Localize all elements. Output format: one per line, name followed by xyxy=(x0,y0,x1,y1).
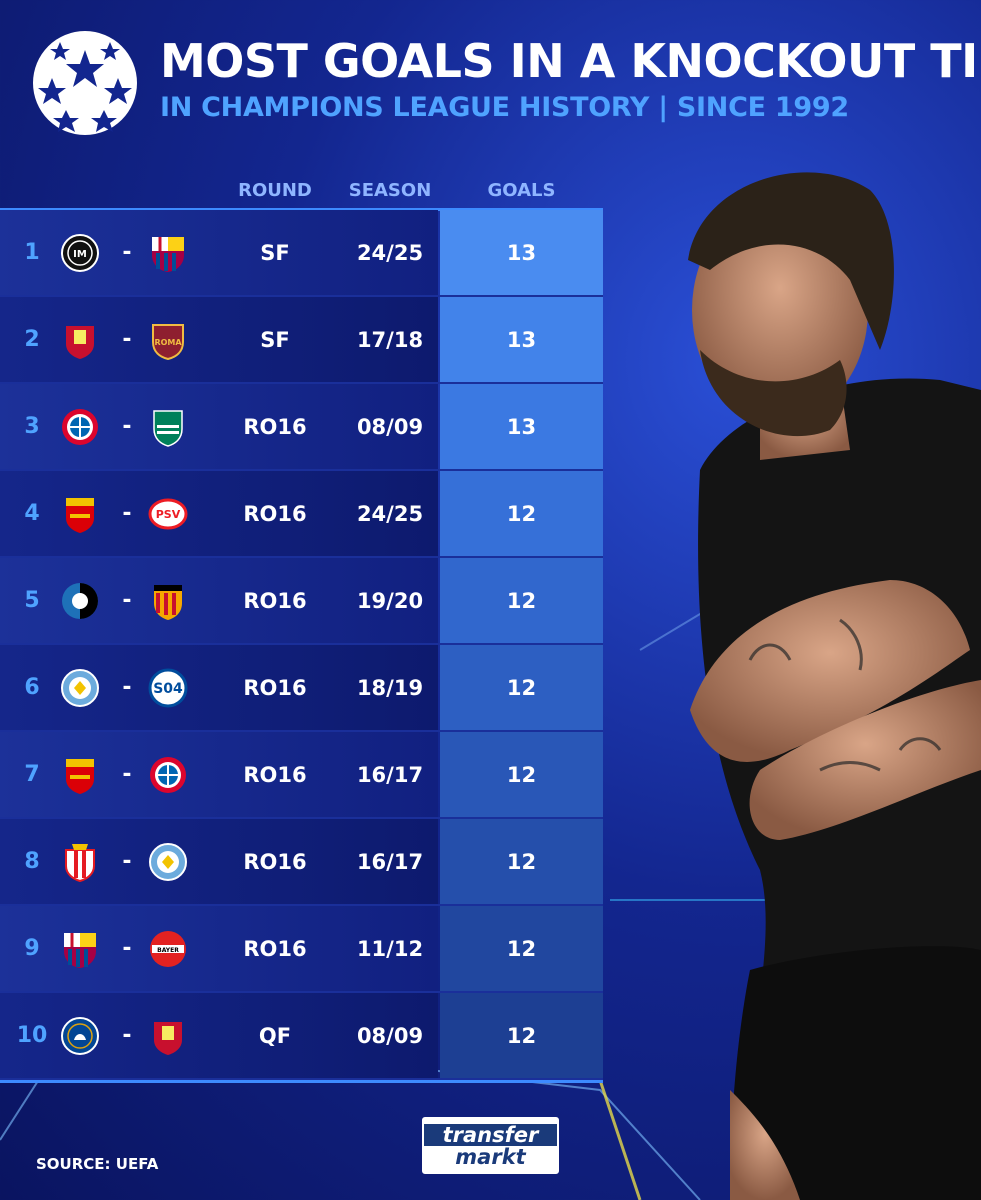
round-cell: RO16 xyxy=(243,501,307,526)
table-row: 1 IM - SF 24/25 13 xyxy=(0,210,603,297)
rank-number: 3 xyxy=(24,414,40,439)
schalke-crest: S04 xyxy=(148,668,188,708)
rank-number: 6 xyxy=(24,675,40,700)
rank-number: 9 xyxy=(24,936,40,961)
goals-cell: 13 xyxy=(440,210,603,295)
versus-dash: - xyxy=(122,675,132,700)
svg-text:PSV: PSV xyxy=(156,508,181,521)
versus-dash: - xyxy=(122,501,132,526)
versus-dash: - xyxy=(122,762,132,787)
season-cell: 16/17 xyxy=(356,762,424,787)
roma-crest: ROMA xyxy=(152,324,184,360)
table-top-border xyxy=(0,208,603,211)
rank-number: 4 xyxy=(24,501,40,526)
goals-cell: 12 xyxy=(440,993,603,1078)
round-cell: SF xyxy=(260,327,290,352)
versus-dash: - xyxy=(122,240,132,265)
table-row: 3 - RO16 08/09 13 xyxy=(0,384,603,471)
versus-dash: - xyxy=(122,849,132,874)
goals-cell: 12 xyxy=(440,645,603,730)
man-city-crest xyxy=(149,843,187,881)
svg-text:BAYER: BAYER xyxy=(157,947,179,954)
barcelona-crest xyxy=(152,237,184,272)
svg-text:IM: IM xyxy=(73,249,87,260)
atalanta-crest xyxy=(62,583,98,619)
table-bottom-border xyxy=(0,1080,603,1083)
table-row: 9 BAYER - RO16 11/12 12 xyxy=(0,906,603,993)
valencia-crest xyxy=(154,585,182,620)
rank-number: 1 xyxy=(24,240,40,265)
round-cell: RO16 xyxy=(243,936,307,961)
table-row: 10 - QF 08/09 12 xyxy=(0,993,603,1080)
season-cell: 08/09 xyxy=(356,414,424,439)
arsenal-crest xyxy=(66,759,94,794)
versus-dash: - xyxy=(122,936,132,961)
round-cell: SF xyxy=(260,240,290,265)
sporting-crest xyxy=(153,410,183,447)
barcelona-crest xyxy=(64,933,96,968)
psv-crest: PSV xyxy=(148,498,188,530)
goals-cell: 12 xyxy=(440,732,603,817)
versus-dash: - xyxy=(122,327,132,352)
svg-text:ROMA: ROMA xyxy=(154,338,182,347)
page-title: MOST GOALS IN A KNOCKOUT TIE xyxy=(160,34,981,88)
season-cell: 18/19 xyxy=(356,675,424,700)
page-subtitle: IN CHAMPIONS LEAGUE HISTORY | SINCE 1992 xyxy=(160,92,849,123)
arsenal-crest xyxy=(66,498,94,533)
source-label: SOURCE: UEFA xyxy=(36,1155,159,1173)
column-header-round: ROUND xyxy=(238,180,312,201)
round-cell: RO16 xyxy=(243,675,307,700)
transfermarkt-logo-top: transfer xyxy=(424,1123,557,1146)
table-row: 6 S04 - RO16 18/19 12 xyxy=(0,645,603,732)
bayern-crest xyxy=(62,409,98,445)
rank-number: 8 xyxy=(24,849,40,874)
round-cell: QF xyxy=(258,1023,292,1048)
column-header-season: SEASON xyxy=(348,180,432,201)
table-row: 8 - RO16 16/17 12 xyxy=(0,819,603,906)
rank-number: 7 xyxy=(24,762,40,787)
season-cell: 17/18 xyxy=(356,327,424,352)
svg-text:S04: S04 xyxy=(153,681,183,697)
ranking-table: 1 IM - SF 24/25 13 2 ROMA - SF 17/18 13 3- RO16 08/09 1… xyxy=(0,210,603,1080)
transfermarkt-logo-bottom: markt xyxy=(455,1144,526,1169)
man-city-crest xyxy=(61,669,99,707)
monaco-crest xyxy=(65,844,95,882)
liverpool-crest xyxy=(66,326,94,359)
inter-crest: IM xyxy=(61,234,99,272)
season-cell: 16/17 xyxy=(356,849,424,874)
round-cell: RO16 xyxy=(243,588,307,613)
goals-cell: 12 xyxy=(440,471,603,556)
season-cell: 24/25 xyxy=(356,240,424,265)
player-photo xyxy=(688,172,981,1200)
transfermarkt-logo: transfer markt xyxy=(422,1117,559,1174)
goals-cell: 12 xyxy=(440,906,603,991)
versus-dash: - xyxy=(122,588,132,613)
table-row: 7 - RO16 16/17 12 xyxy=(0,732,603,819)
liverpool-crest xyxy=(154,1022,182,1055)
season-cell: 11/12 xyxy=(356,936,424,961)
season-cell: 08/09 xyxy=(356,1023,424,1048)
versus-dash: - xyxy=(122,1023,132,1048)
goals-cell: 13 xyxy=(440,384,603,469)
champions-league-starball-icon xyxy=(33,31,137,135)
leverkusen-crest: BAYER xyxy=(150,931,186,967)
table-row: 2 ROMA - SF 17/18 13 xyxy=(0,297,603,384)
rank-number: 5 xyxy=(24,588,40,613)
table-row: 4 PSV - RO16 24/25 12 xyxy=(0,471,603,558)
round-cell: RO16 xyxy=(243,849,307,874)
column-header-goals: GOALS xyxy=(487,180,556,201)
chelsea-crest xyxy=(61,1017,99,1055)
goals-cell: 12 xyxy=(440,819,603,904)
goals-cell: 13 xyxy=(440,297,603,382)
round-cell: RO16 xyxy=(243,762,307,787)
goals-cell: 12 xyxy=(440,558,603,643)
season-cell: 19/20 xyxy=(356,588,424,613)
table-row: 5 - RO16 19/20 12 xyxy=(0,558,603,645)
rank-number: 10 xyxy=(16,1023,48,1048)
bayern-crest xyxy=(150,757,186,793)
season-cell: 24/25 xyxy=(356,501,424,526)
versus-dash: - xyxy=(122,414,132,439)
rank-number: 2 xyxy=(24,327,40,352)
round-cell: RO16 xyxy=(243,414,307,439)
